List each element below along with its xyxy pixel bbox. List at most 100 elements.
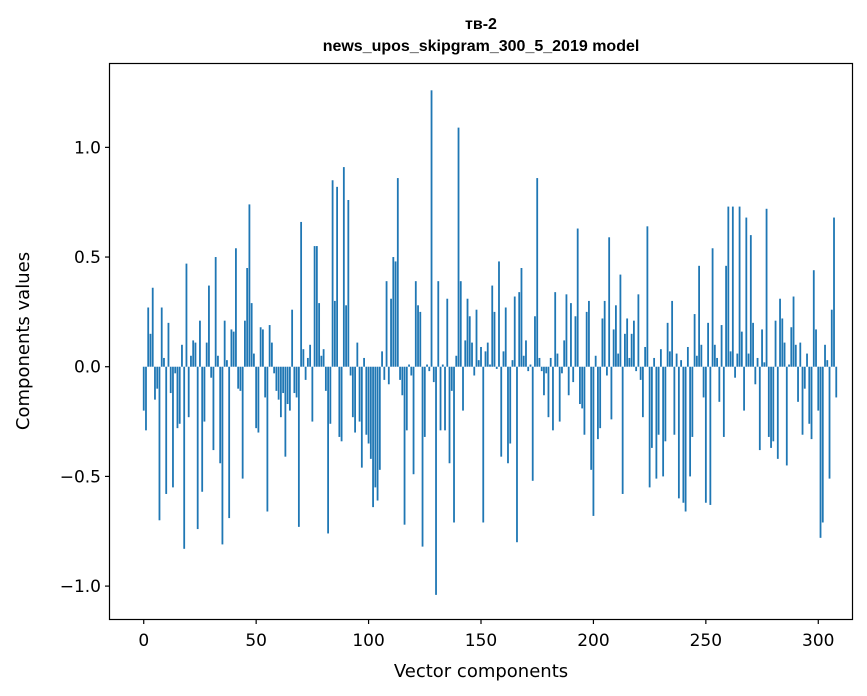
- bar: [680, 360, 683, 367]
- bar: [653, 357, 656, 367]
- bar: [520, 268, 523, 367]
- bar: [747, 353, 750, 367]
- bar: [588, 300, 590, 367]
- bar: [540, 366, 543, 372]
- bar: [486, 342, 489, 367]
- bar: [637, 294, 640, 367]
- bar: [579, 366, 581, 405]
- bar: [426, 364, 428, 367]
- bar: [455, 355, 458, 367]
- bar: [477, 360, 480, 367]
- bar: [815, 329, 817, 367]
- bar: [203, 366, 206, 422]
- x-tick-label: 300: [802, 631, 834, 651]
- bar: [333, 300, 336, 367]
- bar: [351, 366, 354, 418]
- bar: [345, 305, 347, 367]
- bar: [770, 366, 772, 448]
- bar: [394, 261, 397, 367]
- bar: [471, 342, 473, 367]
- bar: [781, 318, 784, 367]
- bar: [354, 366, 356, 433]
- bar: [158, 366, 161, 521]
- bar: [716, 357, 718, 367]
- bar: [662, 366, 665, 477]
- y-tick-label: 0.5: [74, 248, 101, 268]
- bar: [754, 366, 757, 385]
- bar: [691, 366, 694, 437]
- bar: [738, 206, 741, 367]
- bar: [599, 366, 602, 429]
- bar: [401, 366, 404, 396]
- bar: [493, 311, 496, 367]
- bar: [419, 311, 422, 367]
- bar: [369, 366, 372, 459]
- bar: [275, 366, 278, 391]
- bar: [752, 322, 754, 367]
- bar: [194, 342, 197, 367]
- bar: [208, 285, 210, 367]
- bar: [291, 309, 294, 367]
- bar: [801, 366, 804, 435]
- bar: [534, 316, 536, 367]
- bar: [549, 357, 552, 367]
- bar: [835, 366, 838, 398]
- bar: [779, 298, 781, 367]
- bar: [606, 366, 608, 376]
- bar: [270, 342, 273, 367]
- bar: [788, 364, 790, 367]
- bar: [745, 217, 748, 367]
- bar: [806, 353, 808, 367]
- bar: [163, 357, 165, 367]
- y-axis-label: Components values: [13, 252, 34, 430]
- bar: [324, 366, 327, 391]
- bar: [372, 366, 374, 508]
- bar-series: [142, 90, 838, 595]
- bar: [383, 366, 386, 380]
- bar: [545, 366, 548, 374]
- bar: [659, 349, 662, 367]
- bar: [610, 366, 613, 420]
- bar: [408, 364, 410, 367]
- bar: [673, 366, 676, 435]
- y-tick-label: −1.0: [60, 577, 101, 597]
- x-axis-ticks: 0 50 100 150 200 250 300: [138, 619, 834, 651]
- bar: [390, 298, 392, 367]
- bar: [671, 300, 674, 367]
- bar: [374, 366, 377, 488]
- bar: [318, 303, 321, 367]
- bar: [704, 366, 707, 503]
- bar: [774, 320, 777, 367]
- bar: [410, 366, 413, 376]
- bar: [702, 366, 705, 398]
- bar: [567, 366, 570, 396]
- bar: [169, 366, 172, 394]
- bar: [156, 366, 159, 389]
- bar: [174, 366, 177, 374]
- bar: [266, 366, 269, 512]
- bar: [590, 366, 593, 470]
- bar: [459, 281, 462, 367]
- bar: [489, 364, 491, 367]
- bar: [268, 325, 271, 367]
- bar: [498, 261, 500, 367]
- bar: [327, 366, 329, 534]
- bar: [554, 292, 557, 367]
- bar: [295, 366, 298, 398]
- bar: [199, 320, 201, 367]
- bar: [828, 366, 831, 479]
- bar: [403, 366, 406, 525]
- bar: [635, 366, 638, 372]
- bar: [695, 355, 698, 367]
- bar: [736, 353, 739, 367]
- bar: [250, 303, 253, 367]
- bar: [439, 366, 442, 431]
- bar: [513, 296, 516, 367]
- bar: [693, 314, 696, 367]
- bar: [223, 320, 226, 367]
- bar: [322, 349, 325, 367]
- bar: [561, 366, 563, 374]
- bar: [405, 366, 408, 431]
- bar: [142, 366, 145, 411]
